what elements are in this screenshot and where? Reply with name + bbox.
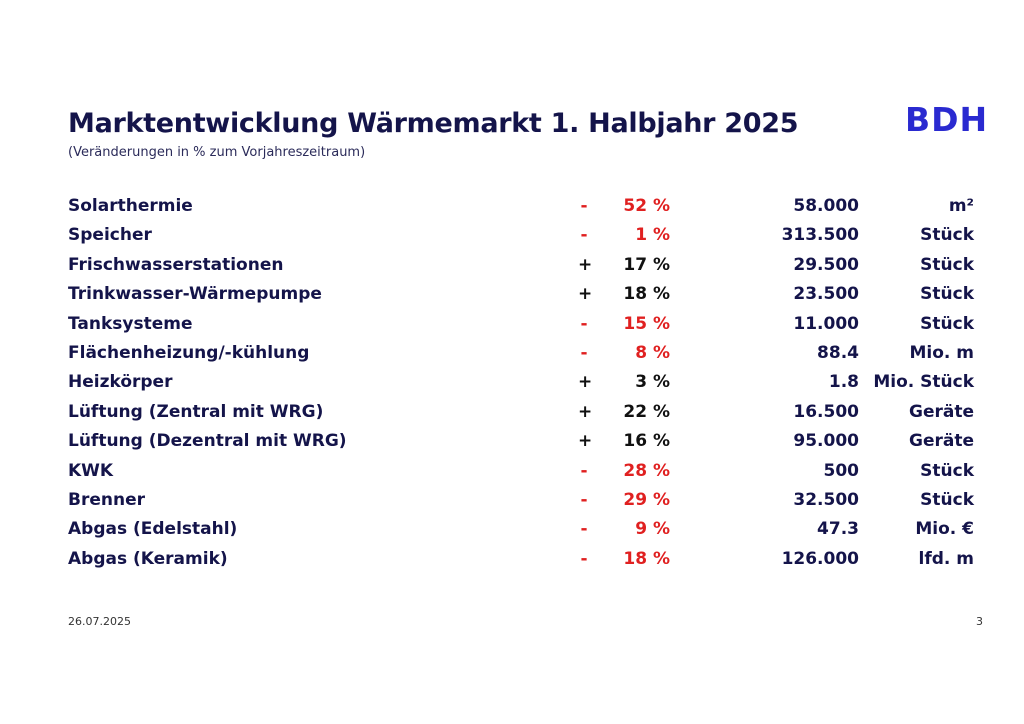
- page-number: 3: [976, 615, 983, 628]
- row-percent: 52 %: [623, 196, 670, 216]
- page-title: Marktentwicklung Wärmemarkt 1. Halbjahr …: [68, 108, 799, 139]
- row-label: Trinkwasser-Wärmepumpe: [68, 284, 322, 305]
- row-label: Heizkörper: [68, 372, 173, 393]
- table-row: Abgas (Keramik) - 18 % 126.000 lfd. m: [0, 546, 1024, 575]
- table-row: Frischwasserstationen + 17 % 29.500 Stüc…: [0, 252, 1024, 281]
- row-sign: +: [578, 372, 593, 393]
- row-unit: Mio. Stück: [873, 372, 974, 393]
- row-percent: 18 %: [623, 548, 670, 569]
- row-unit: Mio. €: [915, 519, 974, 540]
- row-sign: -: [580, 313, 588, 334]
- table-row: Trinkwasser-Wärmepumpe + 18 % 23.500 Stü…: [0, 281, 1024, 310]
- row-sign: -: [580, 460, 588, 481]
- row-label: Brenner: [68, 489, 145, 510]
- footer-date: 26.07.2025: [68, 615, 131, 628]
- row-label: Lüftung (Zentral mit WRG): [68, 401, 324, 422]
- row-unit: Geräte: [909, 431, 974, 452]
- row-unit: Stück: [920, 460, 974, 481]
- row-value: 126.000: [781, 548, 859, 569]
- row-percent: 16 %: [623, 431, 670, 452]
- row-label: Solarthermie: [68, 196, 193, 216]
- table-row: Tanksysteme - 15 % 11.000 Stück: [0, 311, 1024, 340]
- row-sign: +: [578, 254, 593, 275]
- table-row: Speicher - 1 % 313.500 Stück: [0, 222, 1024, 251]
- row-sign: -: [580, 342, 588, 363]
- table-row: KWK - 28 % 500 Stück: [0, 458, 1024, 487]
- table-row: Abgas (Edelstahl) - 9 % 47.3 Mio. €: [0, 516, 1024, 545]
- row-unit: Stück: [920, 489, 974, 510]
- row-sign: +: [578, 284, 593, 305]
- row-unit: lfd. m: [918, 548, 974, 569]
- row-value: 95.000: [793, 431, 859, 452]
- row-label: KWK: [68, 460, 114, 481]
- row-percent: 17 %: [623, 254, 670, 275]
- row-unit: Mio. m: [909, 342, 974, 363]
- row-value: 500: [823, 460, 860, 481]
- row-percent: 29 %: [623, 489, 670, 510]
- row-percent: 3 %: [635, 372, 670, 393]
- row-value: 1.8: [828, 372, 859, 393]
- row-value: 47.3: [817, 519, 859, 540]
- row-unit: Stück: [920, 313, 974, 334]
- row-label: Flächenheizung/-kühlung: [68, 342, 310, 363]
- row-sign: -: [580, 519, 588, 540]
- row-unit: Geräte: [909, 401, 974, 422]
- row-label: Abgas (Edelstahl): [68, 519, 238, 540]
- table-row: Brenner - 29 % 32.500 Stück: [0, 487, 1024, 516]
- row-value: 32.500: [793, 489, 859, 510]
- row-label: Speicher: [68, 225, 152, 246]
- row-percent: 18 %: [623, 284, 670, 305]
- row-value: 29.500: [793, 254, 859, 275]
- row-label: Lüftung (Dezentral mit WRG): [68, 431, 347, 452]
- row-sign: +: [578, 431, 593, 452]
- row-label: Abgas (Keramik): [68, 548, 228, 569]
- row-percent: 1 %: [635, 225, 670, 246]
- row-percent: 22 %: [623, 401, 670, 422]
- row-percent: 9 %: [635, 519, 670, 540]
- market-table: Solarthermie - 52 % 58.000 m² Speicher -…: [0, 193, 1024, 575]
- page-subtitle: (Veränderungen in % zum Vorjahreszeitrau…: [68, 145, 366, 160]
- row-unit: m²: [948, 196, 974, 216]
- bdh-logo: BDH: [905, 100, 989, 139]
- row-percent: 15 %: [623, 313, 670, 334]
- table-row: Lüftung (Dezentral mit WRG) + 16 % 95.00…: [0, 428, 1024, 457]
- row-sign: -: [580, 196, 588, 216]
- row-percent: 28 %: [623, 460, 670, 481]
- row-sign: +: [578, 401, 593, 422]
- row-value: 11.000: [793, 313, 859, 334]
- row-value: 16.500: [793, 401, 859, 422]
- row-percent: 8 %: [635, 342, 670, 363]
- row-label: Tanksysteme: [68, 313, 193, 334]
- row-unit: Stück: [920, 254, 974, 275]
- table-row: Heizkörper + 3 % 1.8 Mio. Stück: [0, 369, 1024, 398]
- row-label: Frischwasserstationen: [68, 254, 284, 275]
- row-value: 313.500: [781, 225, 859, 246]
- row-unit: Stück: [920, 284, 974, 305]
- row-value: 58.000: [793, 196, 859, 216]
- row-unit: Stück: [920, 225, 974, 246]
- table-row: Flächenheizung/-kühlung - 8 % 88.4 Mio. …: [0, 340, 1024, 369]
- table-row: Solarthermie - 52 % 58.000 m²: [0, 193, 1024, 222]
- row-value: 23.500: [793, 284, 859, 305]
- table-row: Lüftung (Zentral mit WRG) + 22 % 16.500 …: [0, 399, 1024, 428]
- row-sign: -: [580, 489, 588, 510]
- row-value: 88.4: [817, 342, 859, 363]
- row-sign: -: [580, 225, 588, 246]
- row-sign: -: [580, 548, 588, 569]
